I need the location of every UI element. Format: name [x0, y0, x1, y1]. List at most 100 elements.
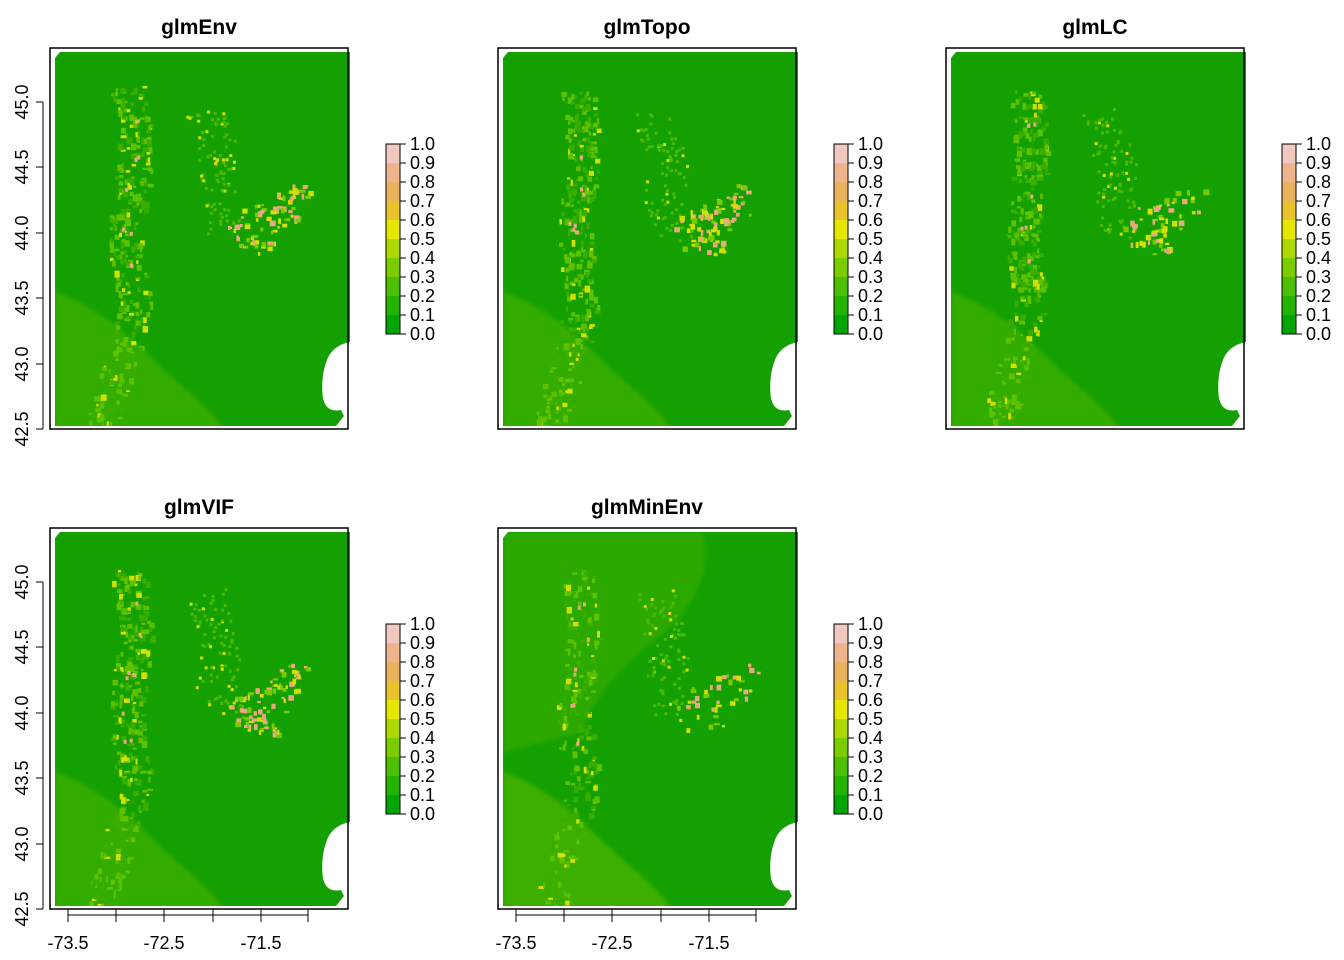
peak-cell [1175, 190, 1182, 197]
peak-cell [254, 204, 259, 209]
ridge-cell [650, 114, 654, 118]
ridge-cell [581, 689, 587, 692]
ridge-cell [564, 890, 568, 897]
peak-cell [251, 718, 258, 722]
ridge-cell [650, 145, 654, 148]
ridge-cell [1015, 255, 1018, 261]
ridge-cell [115, 863, 121, 868]
peak-cell [294, 670, 300, 676]
ridge-cell [561, 818, 568, 822]
peak-cell [731, 217, 737, 222]
ridge-cell [121, 776, 127, 779]
panel-glmVIF: glmVIF 42.543.043.544.044.545.0 -73.5 -72… [12, 496, 435, 953]
ridge-cell [558, 719, 561, 726]
ridge-cell [566, 306, 569, 313]
ridge-cell [581, 225, 584, 231]
peak-cell [708, 724, 714, 730]
ridge-cell [120, 301, 124, 306]
ridge-cell [661, 599, 665, 603]
ridge-cell [593, 761, 597, 768]
peak-cell [266, 690, 272, 696]
ridge-cell [113, 326, 119, 334]
peak-cell [691, 218, 698, 224]
ridge-cell [135, 574, 141, 581]
ridge-cell [1043, 157, 1048, 165]
ridge-cell [214, 626, 218, 630]
ridge-cell [553, 410, 557, 415]
ridge-cell [595, 177, 599, 180]
ridge-cell [581, 249, 586, 253]
peak-cell [749, 667, 755, 673]
ridge-cell [227, 167, 231, 171]
y-tick-label: 43.0 [12, 346, 32, 381]
ridge-cell [588, 131, 592, 136]
ridge-cell [568, 621, 571, 628]
ridge-cell [202, 144, 206, 148]
ridge-cell [119, 807, 126, 814]
legend-swatch [834, 643, 848, 662]
ridge-cell [652, 666, 656, 669]
ridge-cell [122, 288, 126, 293]
ridge-cell [549, 845, 553, 851]
ridge-cell [1040, 193, 1043, 199]
ridge-cell [583, 580, 588, 587]
ridge-cell [129, 378, 134, 385]
peak-cell [691, 243, 696, 247]
ridge-cell [559, 857, 565, 864]
ridge-cell [147, 770, 153, 775]
ridge-cell [1125, 162, 1128, 166]
ridge-cell [134, 778, 138, 782]
ridge-cell [126, 304, 130, 312]
ridge-cell [1096, 200, 1100, 204]
ridge-cell [109, 850, 112, 858]
ridge-cell [673, 196, 677, 200]
ridge-cell [210, 188, 214, 192]
ridge-cell [225, 214, 229, 218]
ridge-cell [1033, 132, 1039, 138]
ridge-cell [130, 602, 133, 608]
ridge-cell [209, 211, 213, 215]
ridge-cell [121, 754, 125, 757]
ridge-cell [591, 806, 596, 809]
ridge-cell [685, 668, 689, 672]
ridge-cell [650, 598, 654, 601]
x-tick-label: -73.5 [495, 933, 536, 953]
ridge-cell [558, 882, 562, 887]
ridge-cell [123, 816, 129, 822]
ridge-cell [669, 618, 673, 622]
peak-cell [255, 218, 259, 222]
ridge-cell [572, 95, 577, 99]
ridge-cell [564, 283, 569, 290]
ridge-cell [582, 786, 585, 789]
ridge-cell [140, 309, 143, 315]
ridge-cell [1037, 290, 1040, 298]
ridge-cell [142, 86, 148, 89]
ridge-cell [124, 230, 127, 233]
ridge-cell [1040, 313, 1043, 318]
ridge-cell [125, 254, 128, 258]
ridge-cell [663, 215, 667, 219]
peak-cell [244, 245, 249, 249]
peak-cell [1130, 220, 1135, 227]
ridge-cell [127, 624, 133, 629]
peak-cell [729, 197, 734, 201]
ridge-cell [204, 666, 208, 670]
peak-cell [674, 227, 680, 233]
ridge-cell [131, 732, 134, 735]
peak-cell [247, 707, 252, 713]
ridge-cell [209, 645, 213, 649]
ridge-cell [1111, 160, 1115, 164]
ridge-cell [1129, 188, 1132, 192]
ridge-cell [578, 786, 584, 790]
legend-label: 0.3 [410, 267, 435, 287]
ridge-cell [120, 243, 124, 249]
ridge-cell [1040, 285, 1047, 293]
legend-swatch [1282, 239, 1296, 258]
ridge-cell [582, 288, 587, 292]
ridge-cell [147, 157, 151, 163]
ridge-cell [136, 260, 139, 265]
ridge-cell [135, 604, 141, 610]
peak-cluster [121, 119, 314, 269]
ridge-cell [1103, 146, 1107, 150]
ridge-cell [585, 104, 590, 110]
